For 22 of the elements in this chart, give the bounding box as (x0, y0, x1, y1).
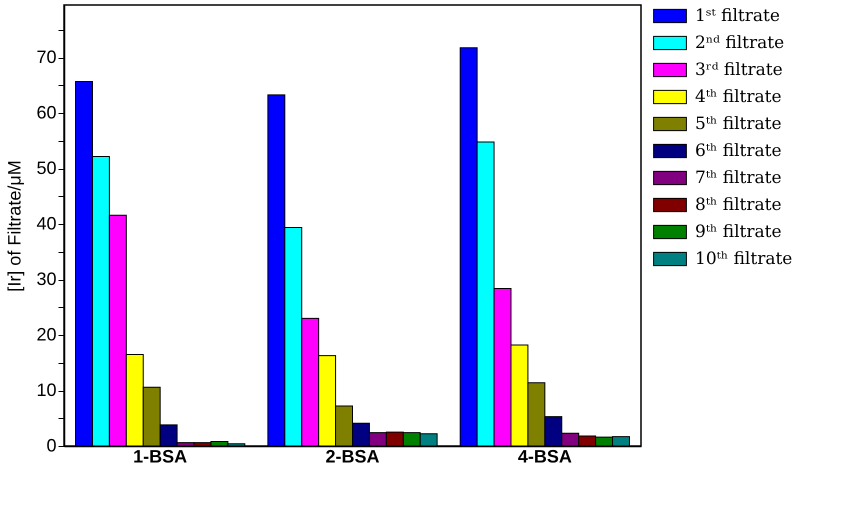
legend-label: 3ʳᵈ filtrate (695, 60, 783, 80)
y-tick-label: 60 (36, 102, 56, 123)
y-tick-label: 20 (36, 324, 56, 345)
legend-label: 5ᵗʰ filtrate (695, 114, 782, 134)
y-tick-label: 0 (46, 436, 56, 456)
x-tick-label: 4-BSA (518, 446, 572, 466)
x-tick-label: 2-BSA (325, 446, 380, 466)
legend-label: 8ᵗʰ filtrate (695, 195, 782, 215)
y-tick-label: 50 (36, 158, 56, 178)
legend-label: 1ˢᵗ filtrate (695, 6, 780, 26)
legend-label: 7ᵗʰ filtrate (695, 168, 782, 188)
legend-label: 2ⁿᵈ filtrate (695, 33, 784, 53)
y-tick-label: 70 (36, 47, 56, 68)
y-tick-label: 30 (36, 269, 56, 290)
y-tick-label: 40 (36, 214, 56, 234)
legend-label: 9ᵗʰ filtrate (695, 222, 782, 242)
y-axis-title: [Ir] of Filtrate/μM (4, 160, 24, 292)
y-tick-label: 10 (36, 380, 56, 400)
legend-label: 4ᵗʰ filtrate (695, 87, 782, 107)
legend-label: 6ᵗʰ filtrate (695, 141, 782, 161)
x-tick-label: 1-BSA (133, 446, 188, 466)
legend-label: 10ᵗʰ filtrate (695, 249, 792, 269)
